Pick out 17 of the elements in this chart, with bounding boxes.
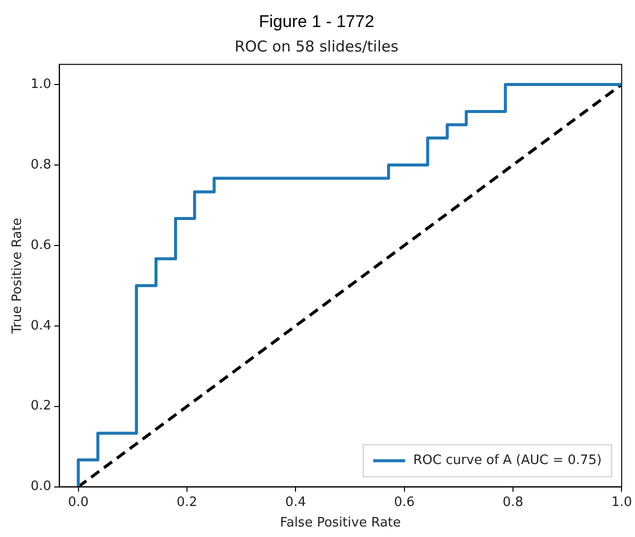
y-axis-title: True Positive Rate [10, 218, 26, 335]
y-tick-label: 0.4 [30, 318, 52, 334]
y-tick-label: 0.6 [30, 238, 52, 253]
x-axis-title: False Positive Rate [280, 516, 401, 531]
chart-title: Figure 1 - 1772 [258, 12, 374, 31]
y-tick-label: 0.0 [30, 479, 52, 494]
x-tick-label: 1.0 [611, 494, 632, 510]
chart-subtitle: ROC on 58 slides/tiles [234, 37, 399, 56]
x-tick-label: 0.0 [68, 494, 89, 510]
x-tick-label: 0.4 [285, 494, 306, 510]
x-tick-label: 0.8 [502, 494, 524, 510]
legend-label: ROC curve of A (AUC = 0.75) [413, 453, 602, 468]
y-tick-label: 0.8 [30, 157, 52, 172]
y-tick-label: 1.0 [30, 76, 52, 92]
x-tick-label: 0.6 [394, 494, 415, 510]
y-tick-label: 0.2 [30, 398, 52, 414]
x-tick-label: 0.2 [176, 494, 198, 510]
